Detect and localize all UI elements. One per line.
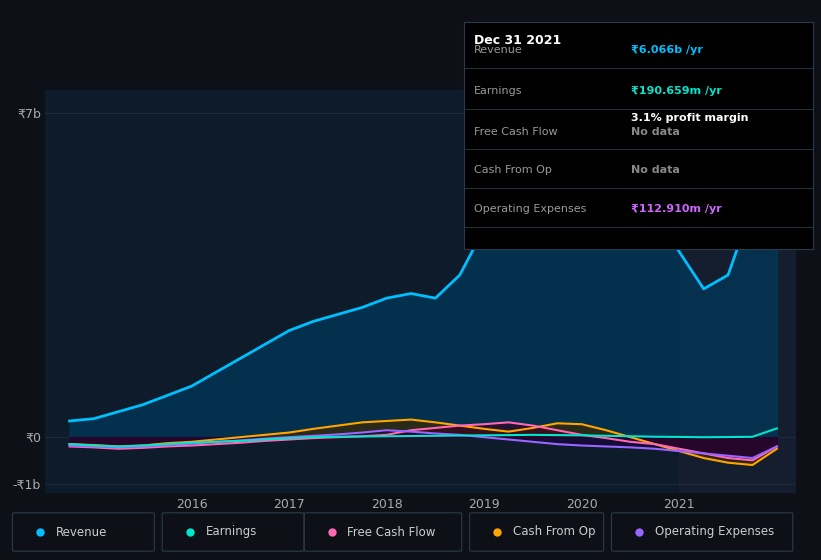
Text: No data: No data: [631, 165, 681, 175]
Text: Earnings: Earnings: [475, 86, 523, 96]
Text: 3.1% profit margin: 3.1% profit margin: [631, 113, 749, 123]
Text: ₹190.659m /yr: ₹190.659m /yr: [631, 86, 722, 96]
Text: ₹6.066b /yr: ₹6.066b /yr: [631, 45, 704, 55]
Text: Free Cash Flow: Free Cash Flow: [347, 525, 436, 539]
Text: No data: No data: [631, 127, 681, 137]
Text: Free Cash Flow: Free Cash Flow: [475, 127, 558, 137]
Text: Cash From Op: Cash From Op: [513, 525, 595, 539]
Text: Cash From Op: Cash From Op: [475, 165, 553, 175]
Text: Dec 31 2021: Dec 31 2021: [475, 34, 562, 46]
Text: Operating Expenses: Operating Expenses: [655, 525, 774, 539]
Bar: [679, 90, 796, 493]
Text: Revenue: Revenue: [56, 525, 108, 539]
Text: Revenue: Revenue: [475, 45, 523, 55]
Text: Earnings: Earnings: [205, 525, 257, 539]
Text: Operating Expenses: Operating Expenses: [475, 204, 587, 214]
Text: ₹112.910m /yr: ₹112.910m /yr: [631, 204, 722, 214]
